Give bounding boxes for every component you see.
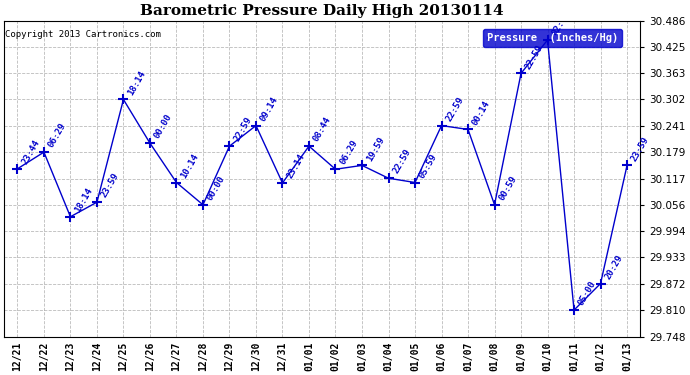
Text: 19:59: 19:59 — [365, 135, 386, 163]
Text: 22:59: 22:59 — [391, 148, 413, 176]
Text: 18:14: 18:14 — [73, 186, 95, 214]
Text: 08:44: 08:44 — [312, 116, 333, 143]
Text: 10:14: 10:14 — [179, 152, 201, 180]
Text: 18:14: 18:14 — [126, 69, 148, 97]
Text: 22:59: 22:59 — [444, 95, 466, 123]
Text: 09:14: 09:14 — [259, 95, 280, 123]
Text: 00:14: 00:14 — [471, 99, 492, 127]
Text: 22:59: 22:59 — [233, 116, 253, 143]
Text: 06:29: 06:29 — [338, 139, 359, 166]
Text: 00:59: 00:59 — [497, 174, 518, 202]
Text: 23:59: 23:59 — [630, 135, 651, 163]
Text: 06:29: 06:29 — [47, 122, 68, 149]
Text: 02:: 02: — [551, 19, 566, 37]
Text: Copyright 2013 Cartronics.com: Copyright 2013 Cartronics.com — [6, 30, 161, 39]
Text: 23:59: 23:59 — [100, 172, 121, 200]
Text: 00:00: 00:00 — [152, 112, 174, 140]
Text: 05:00: 05:00 — [577, 279, 598, 307]
Title: Barometric Pressure Daily High 20130114: Barometric Pressure Daily High 20130114 — [141, 4, 504, 18]
Text: 05:59: 05:59 — [417, 152, 439, 180]
Text: 20:29: 20:29 — [603, 253, 624, 281]
Text: 23:14: 23:14 — [285, 152, 306, 180]
Text: 23:44: 23:44 — [20, 138, 41, 166]
Text: 22:59: 22:59 — [524, 43, 545, 70]
Text: 00:00: 00:00 — [206, 174, 227, 202]
Legend: Pressure  (Inches/Hg): Pressure (Inches/Hg) — [483, 29, 622, 47]
